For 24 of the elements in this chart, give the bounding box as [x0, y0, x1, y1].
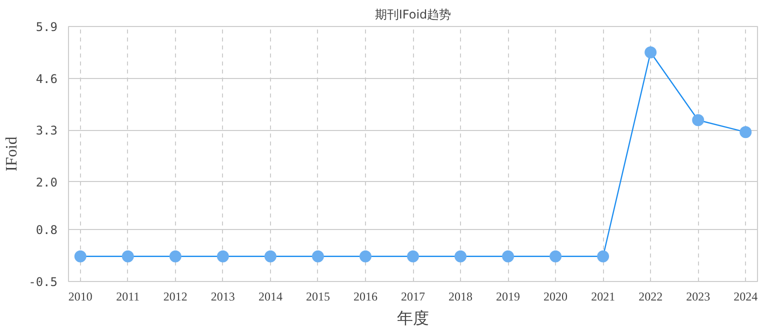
x-tick-label: 2020	[544, 290, 568, 304]
y-tick-label: -0.5	[28, 275, 58, 289]
y-tick-label: 2.0	[36, 175, 58, 190]
chart-title: 期刊IFoid趋势	[374, 8, 452, 22]
y-axis-title: IFoid	[4, 136, 21, 172]
x-tick-label: 2024	[734, 290, 758, 304]
x-tick-label: 2016	[353, 290, 378, 304]
x-axis-title: 年度	[397, 308, 429, 328]
x-tick-label: 2022	[638, 290, 663, 304]
x-tick-label: 2011	[116, 290, 140, 304]
x-tick-label: 2019	[496, 290, 520, 304]
x-tick-label: 2014	[258, 290, 282, 304]
x-tick-label: 2018	[448, 290, 473, 304]
x-tick-label: 2021	[591, 290, 616, 304]
y-tick-label: 4.6	[36, 72, 58, 86]
x-tick-label: 2010	[68, 290, 92, 304]
x-tick-label: 2023	[686, 290, 710, 304]
x-tick-label: 2015	[306, 290, 330, 304]
x-tick-label: 2012	[163, 290, 188, 304]
x-tick-label: 2013	[210, 290, 235, 304]
y-tick-label: 5.9	[36, 20, 58, 34]
y-tick-label: 0.8	[36, 223, 58, 238]
x-tick-label: 2017	[401, 290, 425, 304]
y-tick-label: 3.3	[36, 124, 58, 138]
